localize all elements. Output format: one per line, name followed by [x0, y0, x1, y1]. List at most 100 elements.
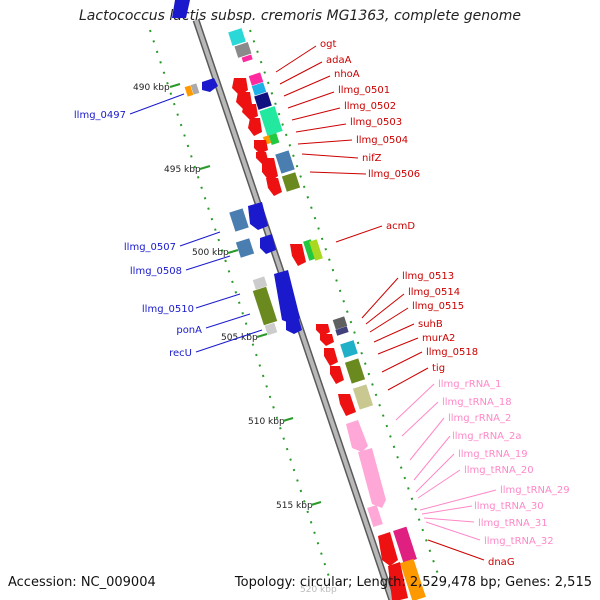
gene-arrow-0504[interactable]: [248, 118, 262, 136]
gene-block-dnaG[interactable]: [393, 526, 417, 564]
gene-label-0501[interactable]: llmg_0501: [338, 85, 390, 96]
gene-label-0510[interactable]: llmg_0510: [142, 304, 194, 315]
gene-label-0504[interactable]: llmg_0504: [356, 135, 408, 146]
gene-arrow-0507[interactable]: [248, 202, 268, 230]
gene-label-rRNA_1[interactable]: llmg_rRNA_1: [438, 379, 501, 390]
gene-label-tRNA_31[interactable]: llmg_tRNA_31: [478, 518, 548, 529]
gene-label-tig[interactable]: tig: [432, 363, 445, 374]
gene-arrow[interactable]: [266, 178, 282, 196]
gene-arrow[interactable]: [330, 366, 344, 384]
gene-label-adaA[interactable]: adaA: [326, 55, 352, 66]
gene-block-0510[interactable]: [252, 286, 278, 326]
gene-block[interactable]: [352, 384, 374, 410]
gene-label-0515[interactable]: llmg_0515: [412, 301, 464, 312]
gene-arrow-acmD[interactable]: [290, 244, 306, 266]
rna-block[interactable]: [367, 504, 383, 528]
gene-block-0506[interactable]: [275, 150, 295, 174]
right-gene-labels: ogt adaA nhoA llmg_0501 llmg_0502 llmg_0…: [320, 39, 570, 568]
gene-label-0507[interactable]: llmg_0507: [124, 242, 176, 253]
gene-block-0503[interactable]: [259, 106, 283, 136]
gene-label-0513[interactable]: llmg_0513: [402, 271, 454, 282]
tick-mark-505: [256, 333, 268, 338]
gene-label-0514[interactable]: llmg_0514: [408, 287, 460, 298]
leader-line-tRNA_32: [425, 521, 481, 541]
gene-block[interactable]: [234, 42, 252, 58]
leader-line-nhoA: [283, 75, 331, 97]
gene-label-0506[interactable]: llmg_0506: [368, 169, 420, 180]
leader-line-0514: [365, 293, 405, 325]
accession-text: Accession: NC_009004: [8, 575, 156, 590]
gene-block-0504[interactable]: [268, 133, 280, 145]
gene-block-0507[interactable]: [229, 208, 249, 232]
gene-arrow[interactable]: [260, 234, 276, 254]
gene-label-tRNA_32[interactable]: llmg_tRNA_32: [484, 536, 554, 547]
rna-arrow-rRNA_2[interactable]: [358, 448, 386, 508]
gene-label-0502[interactable]: llmg_0502: [344, 101, 396, 112]
gene-arrow[interactable]: [202, 78, 218, 92]
gene-arrow-0518[interactable]: [324, 348, 338, 366]
gene-arrow[interactable]: [378, 532, 398, 566]
gene-label-ogt[interactable]: ogt: [320, 39, 336, 50]
gene-block-tig[interactable]: [344, 358, 366, 384]
gene-label-nhoA[interactable]: nhoA: [334, 69, 360, 80]
leader-line-tRNA_18: [401, 401, 439, 437]
gene-label-nifZ[interactable]: nifZ: [362, 153, 382, 164]
gene-label-0497[interactable]: llmg_0497: [74, 110, 126, 121]
gene-label-acmD[interactable]: acmD: [386, 221, 415, 232]
gene-arrow-0506[interactable]: [262, 158, 278, 182]
gene-block[interactable]: [400, 558, 426, 600]
gene-label-murA2[interactable]: murA2: [422, 333, 455, 344]
leader-line-tRNA_19: [415, 453, 455, 493]
gene-label-tRNA_20[interactable]: llmg_tRNA_20: [464, 465, 534, 476]
gene-block-0497[interactable]: [184, 85, 194, 97]
gene-label-suhB[interactable]: suhB: [418, 319, 443, 330]
rna-arrow-rRNA_1[interactable]: [346, 420, 368, 452]
leader-line-0513: [361, 277, 399, 319]
leader-line-murA2: [377, 337, 419, 355]
gene-label-0508[interactable]: llmg_0508: [130, 266, 182, 277]
gene-block-0501[interactable]: [254, 92, 272, 110]
gene-arrow-ponA[interactable]: [274, 270, 300, 324]
gene-block[interactable]: [241, 54, 253, 63]
gene-label-rRNA_2a[interactable]: llmg_rRNA_2a: [452, 431, 522, 442]
gene-block-ogt[interactable]: [248, 72, 264, 86]
gene-block[interactable]: [228, 28, 246, 46]
gene-arrow[interactable]: [388, 562, 408, 600]
gene-label-tRNA_19[interactable]: llmg_tRNA_19: [458, 449, 528, 460]
gene-arrow-suhB[interactable]: [320, 334, 334, 346]
leader-line-ponA: [205, 313, 251, 329]
gene-arrow-nifZ[interactable]: [254, 140, 268, 154]
gene-block-0514[interactable]: [332, 316, 348, 330]
tick-label-520: 520 kbp: [300, 585, 337, 595]
gene-label-ponA[interactable]: ponA: [176, 325, 202, 336]
gene-arrow[interactable]: [338, 394, 356, 416]
gene-label-tRNA_18[interactable]: llmg_tRNA_18: [442, 397, 512, 408]
leader-line-tRNA_30: [421, 505, 473, 515]
gene-label-dnaG[interactable]: dnaG: [488, 557, 515, 568]
gene-arrow-0513[interactable]: [316, 324, 330, 336]
gene-label-tRNA_29[interactable]: llmg_tRNA_29: [500, 485, 570, 496]
gene-arrow-adaA[interactable]: [232, 78, 248, 96]
tick-label-510: 510 kbp: [248, 417, 285, 427]
gene-label-tRNA_30[interactable]: llmg_tRNA_30: [474, 501, 544, 512]
gene-arrow-0502[interactable]: [242, 104, 258, 120]
gene-label-0518[interactable]: llmg_0518: [426, 347, 478, 358]
gene-block-nhoA[interactable]: [251, 82, 267, 96]
gene-block-0515[interactable]: [335, 326, 349, 336]
gene-label-0503[interactable]: llmg_0503: [350, 117, 402, 128]
gene-block-0508[interactable]: [235, 238, 255, 258]
gene-label-recU[interactable]: recU: [169, 348, 192, 359]
gene-block[interactable]: [190, 83, 200, 95]
gene-arrow[interactable]: [286, 316, 302, 334]
tick-mark-490: [169, 83, 181, 88]
gene-block-recU[interactable]: [264, 322, 278, 336]
gene-label-rRNA_2[interactable]: llmg_rRNA_2: [448, 413, 511, 424]
gene-block-murA2[interactable]: [340, 340, 358, 358]
tick-ring-line-right: [249, 29, 441, 581]
gene-block-acmD[interactable]: [303, 239, 317, 261]
gene-block[interactable]: [281, 172, 301, 192]
gene-arrow[interactable]: [172, 0, 190, 18]
gene-block[interactable]: [309, 239, 323, 261]
gene-block[interactable]: [252, 276, 268, 290]
